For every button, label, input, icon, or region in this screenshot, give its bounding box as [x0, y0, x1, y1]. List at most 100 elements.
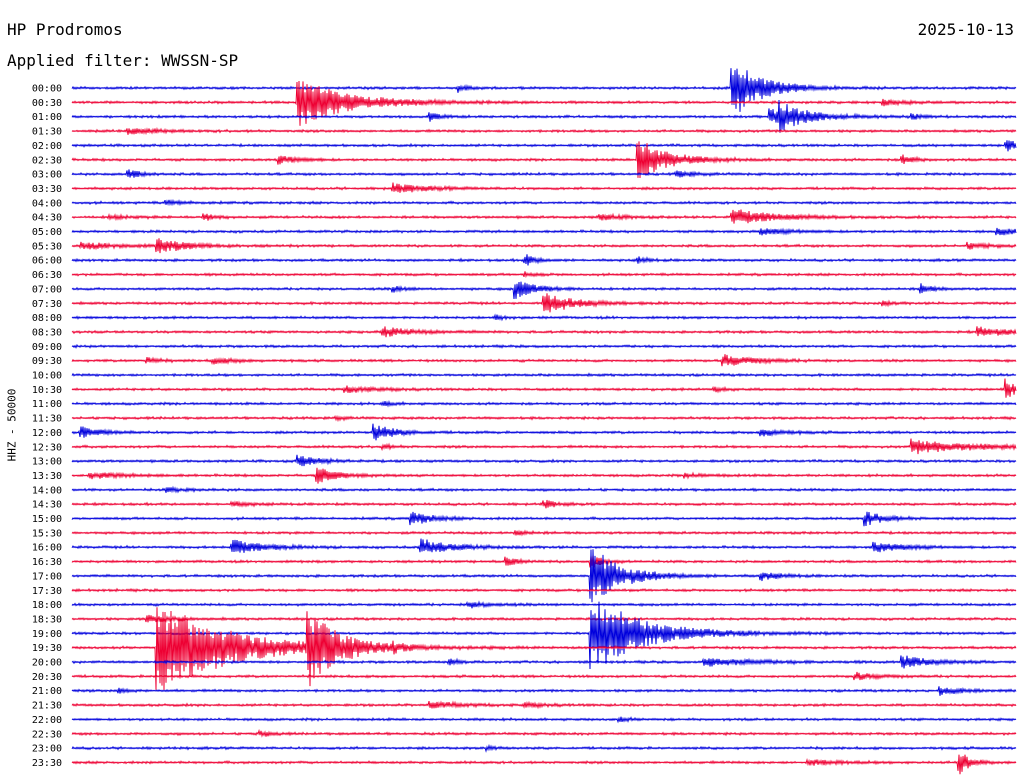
time-tick-label: 18:00	[32, 600, 62, 611]
time-tick-label: 16:00	[32, 543, 62, 554]
time-tick-label: 06:30	[32, 270, 62, 281]
time-tick-label: 02:00	[32, 141, 62, 152]
time-tick-label: 20:00	[32, 658, 62, 669]
time-tick-label: 04:00	[32, 198, 62, 209]
time-tick-label: 18:30	[32, 614, 62, 625]
time-tick-label: 05:00	[32, 227, 62, 238]
time-tick-label: 00:30	[32, 98, 62, 109]
seismogram-trace	[71, 700, 1017, 710]
time-tick-label: 08:00	[32, 313, 62, 324]
seismogram-trace	[71, 198, 1017, 207]
seismogram-trace	[71, 467, 1017, 484]
time-tick-label: 15:30	[32, 528, 62, 539]
time-tick-label: 08:30	[32, 327, 62, 338]
seismogram-trace	[71, 549, 1017, 603]
seismogram-trace	[71, 140, 1017, 152]
seismogram-trace	[71, 354, 1017, 367]
time-tick-label: 00:00	[32, 84, 62, 95]
seismogram-trace	[71, 686, 1017, 696]
time-tick-label: 06:00	[32, 256, 62, 267]
seismogram-trace	[71, 293, 1017, 313]
seismogram-trace	[71, 499, 1017, 509]
seismogram-trace	[71, 614, 1017, 623]
time-tick-label: 19:30	[32, 643, 62, 654]
time-tick-label: 20:30	[32, 672, 62, 683]
time-tick-label: 22:30	[32, 729, 62, 740]
time-tick-label: 05:30	[32, 241, 62, 252]
time-tick-label: 16:30	[32, 557, 62, 568]
time-tick-label: 10:30	[32, 385, 62, 396]
seismogram-trace	[71, 378, 1017, 398]
time-tick-label: 13:30	[32, 471, 62, 482]
seismogram-trace	[71, 141, 1017, 179]
time-tick-label: 03:30	[32, 184, 62, 195]
time-tick-label: 01:00	[32, 112, 62, 123]
seismogram-trace	[71, 423, 1017, 441]
time-tick-label: 04:30	[32, 213, 62, 224]
time-tick-label: 22:00	[32, 715, 62, 726]
seismogram-trace	[71, 511, 1017, 527]
seismogram-trace	[71, 438, 1017, 455]
tick-labels-group: 00:00 00:30 01:00 01:30 02:00 02:30 03:00 03:30…	[32, 84, 62, 769]
time-tick-label: 21:30	[32, 701, 62, 712]
seismogram-trace	[71, 529, 1017, 537]
seismogram-trace	[71, 538, 1017, 553]
seismogram-trace	[71, 271, 1017, 279]
filter-label: Applied filter: WWSSN-SP	[7, 51, 239, 70]
time-tick-label: 14:30	[32, 500, 62, 511]
time-tick-label: 07:00	[32, 284, 62, 295]
plot-date: 2025-10-13	[917, 20, 1014, 39]
time-tick-label: 23:30	[32, 758, 62, 769]
seismogram-trace	[71, 754, 1017, 775]
seismogram-trace	[71, 655, 1017, 669]
time-tick-label: 12:30	[32, 442, 62, 453]
seismogram-trace	[71, 281, 1017, 300]
seismogram-trace	[71, 99, 1017, 133]
time-tick-label: 03:00	[32, 170, 62, 181]
seismogram-trace	[71, 238, 1017, 254]
time-tick-label: 09:00	[32, 342, 62, 353]
seismogram-trace	[71, 607, 1017, 690]
seismogram-trace	[71, 343, 1017, 349]
seismogram-trace	[71, 209, 1017, 224]
seismogram-trace	[71, 169, 1017, 178]
time-tick-label: 19:00	[32, 629, 62, 640]
seismogram-trace	[71, 554, 1017, 568]
seismogram-trace	[71, 454, 1017, 467]
traces-group	[71, 68, 1017, 775]
seismogram-trace	[71, 68, 1017, 112]
seismogram-trace	[71, 254, 1017, 266]
time-tick-label: 13:00	[32, 457, 62, 468]
seismogram-trace	[71, 326, 1017, 338]
seismogram-trace	[71, 728, 1017, 738]
time-tick-label: 07:30	[32, 299, 62, 310]
seismogram-trace	[71, 587, 1017, 593]
seismogram-trace	[71, 485, 1017, 494]
seismogram-trace	[71, 400, 1017, 408]
time-tick-label: 01:30	[32, 127, 62, 138]
station-name: HP Prodromos	[7, 20, 123, 39]
seismogram-trace	[71, 126, 1017, 136]
seismogram-trace	[71, 182, 1017, 193]
seismogram-trace	[71, 313, 1017, 322]
time-tick-label: 14:00	[32, 485, 62, 496]
seismogram-trace	[71, 414, 1017, 423]
seismogram-trace	[71, 601, 1017, 670]
time-tick-label: 02:30	[32, 155, 62, 166]
time-tick-label: 12:00	[32, 428, 62, 439]
time-tick-label: 11:30	[32, 414, 62, 425]
seismogram-trace	[71, 716, 1017, 724]
seismogram-trace	[71, 600, 1017, 609]
seismogram-trace	[71, 372, 1017, 378]
time-tick-label: 11:00	[32, 399, 62, 410]
time-tick-label: 17:00	[32, 571, 62, 582]
time-tick-label: 15:00	[32, 514, 62, 525]
time-tick-label: 21:00	[32, 686, 62, 697]
time-tick-label: 09:30	[32, 356, 62, 367]
time-tick-label: 17:30	[32, 586, 62, 597]
time-tick-label: 10:00	[32, 371, 62, 382]
seismogram-trace	[71, 743, 1017, 753]
seismogram-trace	[71, 227, 1017, 236]
seismogram-trace	[71, 80, 1017, 126]
